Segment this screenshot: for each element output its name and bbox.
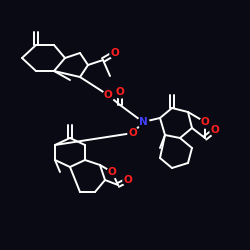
Text: O: O — [128, 128, 138, 138]
Text: O: O — [210, 125, 220, 135]
Text: O: O — [116, 87, 124, 97]
Text: O: O — [104, 90, 112, 100]
Text: O: O — [110, 48, 120, 58]
Text: N: N — [138, 117, 147, 127]
Text: O: O — [124, 175, 132, 185]
Text: O: O — [108, 167, 116, 177]
Text: O: O — [200, 117, 209, 127]
